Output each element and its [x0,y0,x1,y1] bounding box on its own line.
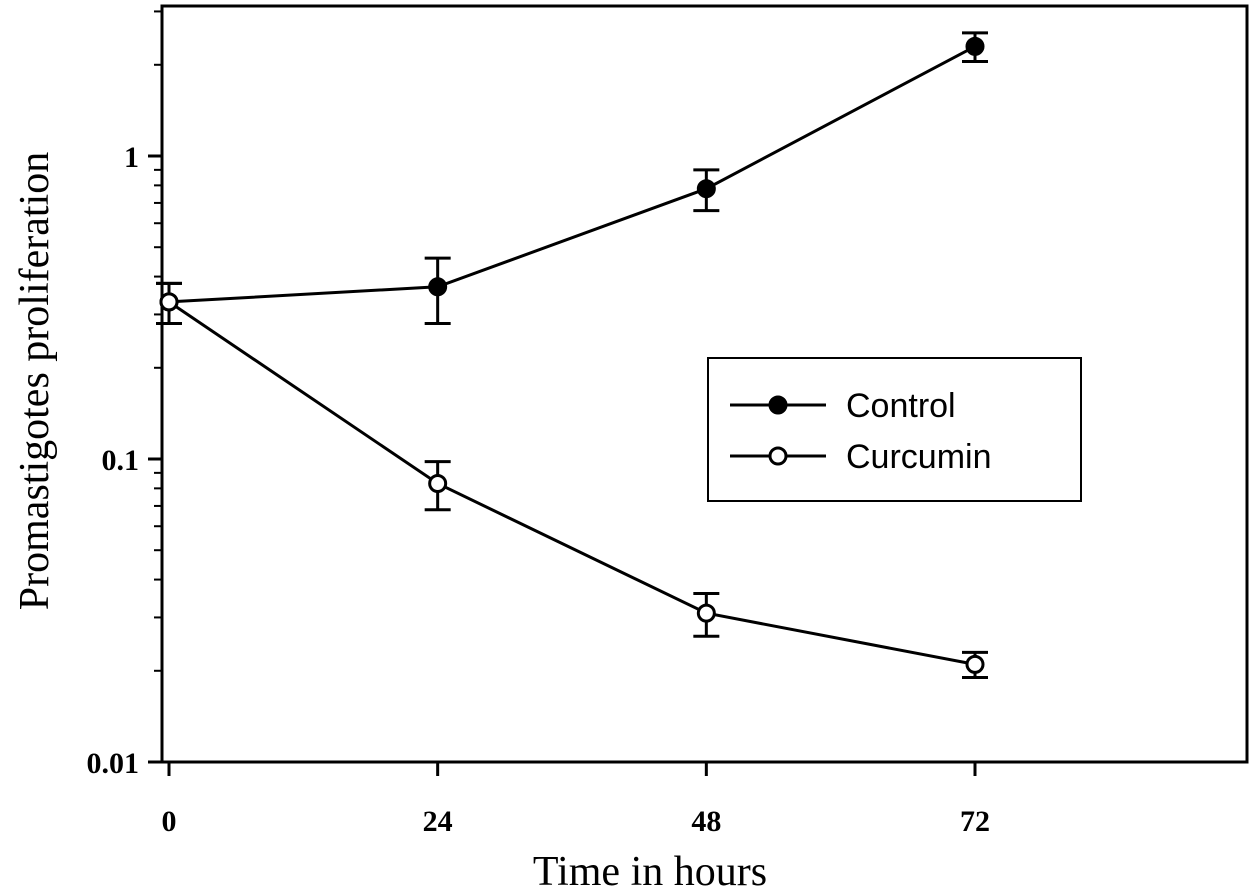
legend: Control Curcumin [707,357,1082,502]
x-tick-label-24: 24 [423,805,453,838]
x-tick-label-72: 72 [960,805,990,838]
data-point-curcumin [965,654,985,674]
legend-label-curcumin: Curcumin [846,438,991,476]
y-tick-label-1: 1 [124,141,139,174]
series-layer [156,31,988,680]
legend-box [707,357,1082,502]
data-point-control [696,179,716,199]
x-tick-label-0: 0 [162,805,177,838]
series-line-curcumin [168,300,976,666]
legend-marker-curcumin [768,446,788,466]
data-point-control [965,36,985,56]
legend-label-control: Control [846,387,956,425]
data-point-curcumin [428,474,448,493]
y-axis-ticks: 0.01 0.1 1 [87,10,162,780]
data-point-control [428,277,448,297]
x-tick-label-48: 48 [691,805,721,838]
data-point-curcumin [696,603,716,623]
y-tick-label-0.01: 0.01 [87,747,140,780]
x-axis-ticks: 0 24 48 72 [162,762,990,838]
y-tick-label-0.1: 0.1 [102,444,140,477]
series-line-control [168,45,976,304]
x-axis-title: Time in hours [533,849,767,895]
legend-marker-control [768,395,788,415]
plot-frame [160,4,1249,764]
data-point-curcumin [159,292,179,312]
y-axis-title: Promastigotes proliferation [12,152,58,610]
